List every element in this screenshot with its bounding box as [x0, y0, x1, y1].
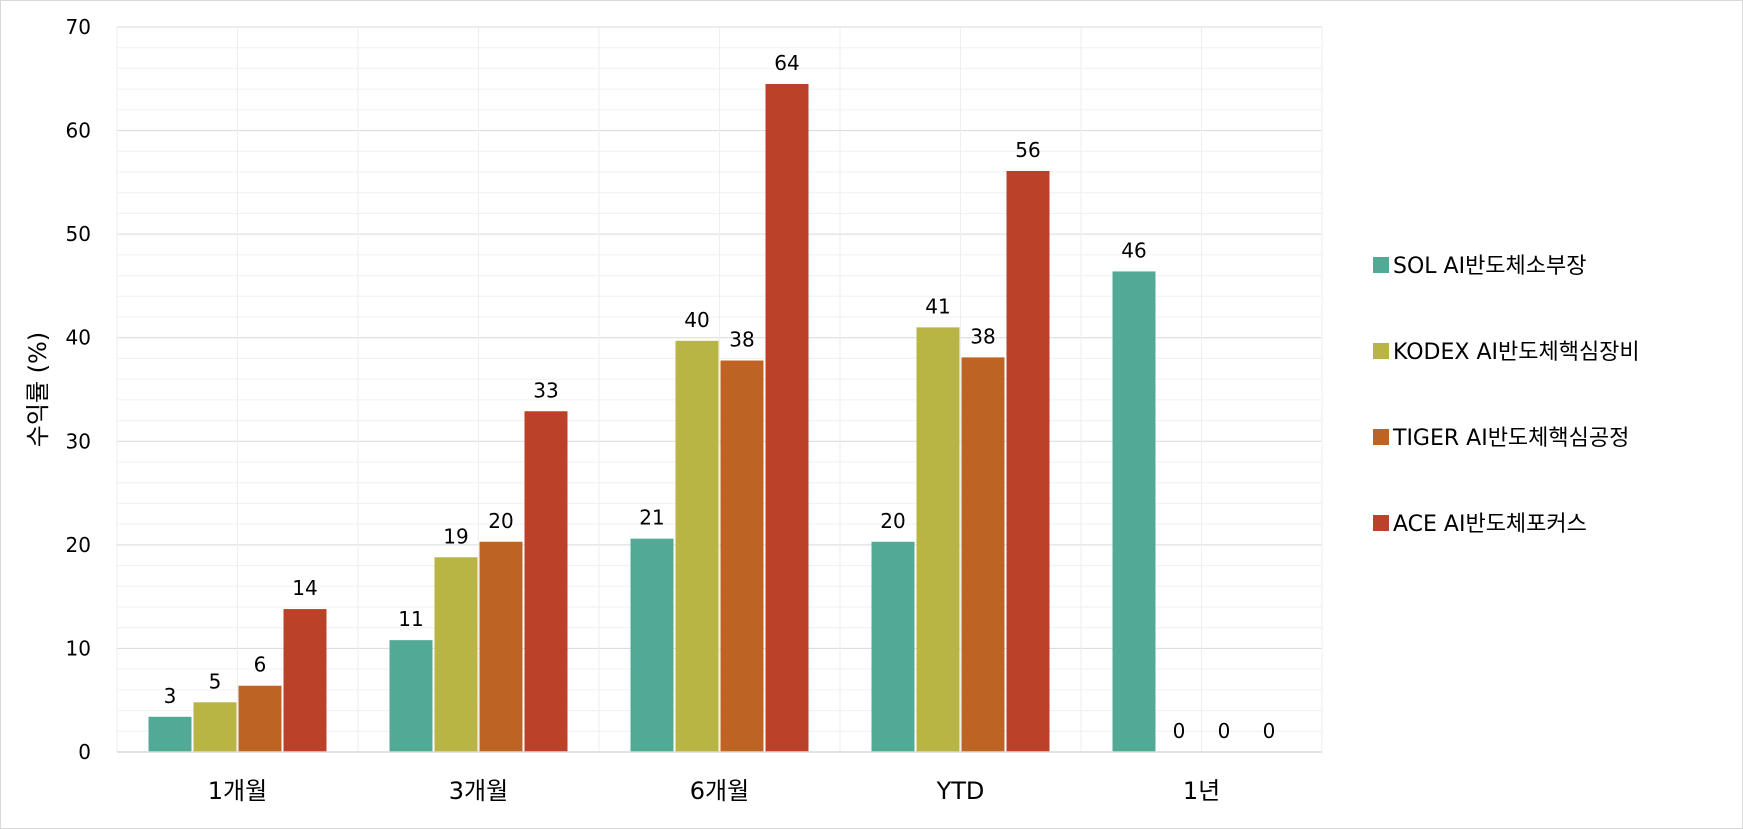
data-label: 38 — [970, 324, 995, 348]
data-label: 21 — [639, 506, 664, 530]
bar-3-4 — [961, 357, 1005, 752]
bar-1-5 — [1112, 271, 1156, 752]
data-label: 19 — [443, 524, 468, 548]
legend-swatch — [1373, 257, 1389, 273]
bar-1-3 — [630, 538, 674, 752]
x-tick-label: 3개월 — [449, 777, 508, 805]
legend-swatch — [1373, 343, 1389, 359]
bar-3-1 — [238, 685, 282, 752]
data-label: 3 — [164, 684, 177, 708]
bar-1-2 — [389, 640, 433, 752]
y-tick-label: 30 — [66, 429, 91, 453]
data-label: 0 — [1263, 719, 1276, 743]
data-label: 41 — [925, 294, 950, 318]
legend-entry: TIGER AI반도체핵심공정 — [1392, 426, 1629, 451]
bars — [148, 83, 1156, 752]
data-label: 5 — [209, 669, 222, 693]
bar-3-2 — [479, 541, 523, 752]
data-label: 40 — [684, 308, 709, 332]
x-tick-label: 1년 — [1183, 777, 1220, 805]
bar-1-1 — [148, 716, 192, 752]
bar-4-4 — [1006, 170, 1050, 752]
legend-swatch — [1373, 429, 1389, 445]
x-tick-label: 6개월 — [690, 777, 749, 805]
data-label: 20 — [488, 509, 513, 533]
x-tick-label: YTD — [936, 777, 985, 805]
legend-entry: ACE AI반도체포커스 — [1393, 512, 1587, 537]
y-tick-label: 60 — [66, 119, 91, 143]
bar-1-4 — [871, 541, 915, 752]
y-tick-labels: 0 10 20 30 40 50 60 70 — [66, 15, 91, 764]
y-axis-label: 수익률 (%) — [24, 332, 52, 447]
data-label: 6 — [254, 653, 267, 677]
data-label: 11 — [398, 607, 423, 631]
category-gridlines — [116, 27, 1323, 752]
bar-2-4 — [916, 327, 960, 752]
y-tick-label: 0 — [78, 740, 91, 764]
data-label: 0 — [1173, 719, 1186, 743]
bar-2-2 — [434, 557, 478, 752]
y-tick-label: 70 — [66, 15, 91, 39]
y-tick-label: 40 — [66, 326, 91, 350]
x-tick-label: 1개월 — [208, 777, 267, 805]
data-label: 20 — [880, 509, 905, 533]
legend-entry: KODEX AI반도체핵심장비 — [1393, 340, 1640, 365]
legend: SOL AI반도체소부장 KODEX AI반도체핵심장비 TIGER AI반도체핵심… — [1373, 254, 1640, 537]
data-label: 46 — [1121, 238, 1146, 262]
y-tick-label: 10 — [66, 636, 91, 660]
data-label: 64 — [774, 51, 799, 75]
data-label: 0 — [1218, 719, 1231, 743]
x-tick-labels: 1개월 3개월 6개월 YTD 1년 — [208, 777, 1220, 805]
legend-swatch — [1373, 515, 1389, 531]
bar-2-3 — [675, 340, 719, 752]
bar-4-3 — [765, 83, 809, 752]
legend-entry: SOL AI반도체소부장 — [1393, 254, 1587, 279]
y-tick-label: 50 — [66, 222, 91, 246]
y-tick-label: 20 — [66, 533, 91, 557]
data-label: 56 — [1015, 138, 1040, 162]
bar-2-1 — [193, 702, 237, 752]
data-label: 38 — [729, 328, 754, 352]
bar-3-3 — [720, 360, 764, 752]
data-label: 14 — [292, 576, 317, 600]
data-label: 33 — [533, 378, 558, 402]
bar-4-1 — [283, 609, 327, 752]
bar-4-2 — [524, 411, 568, 752]
